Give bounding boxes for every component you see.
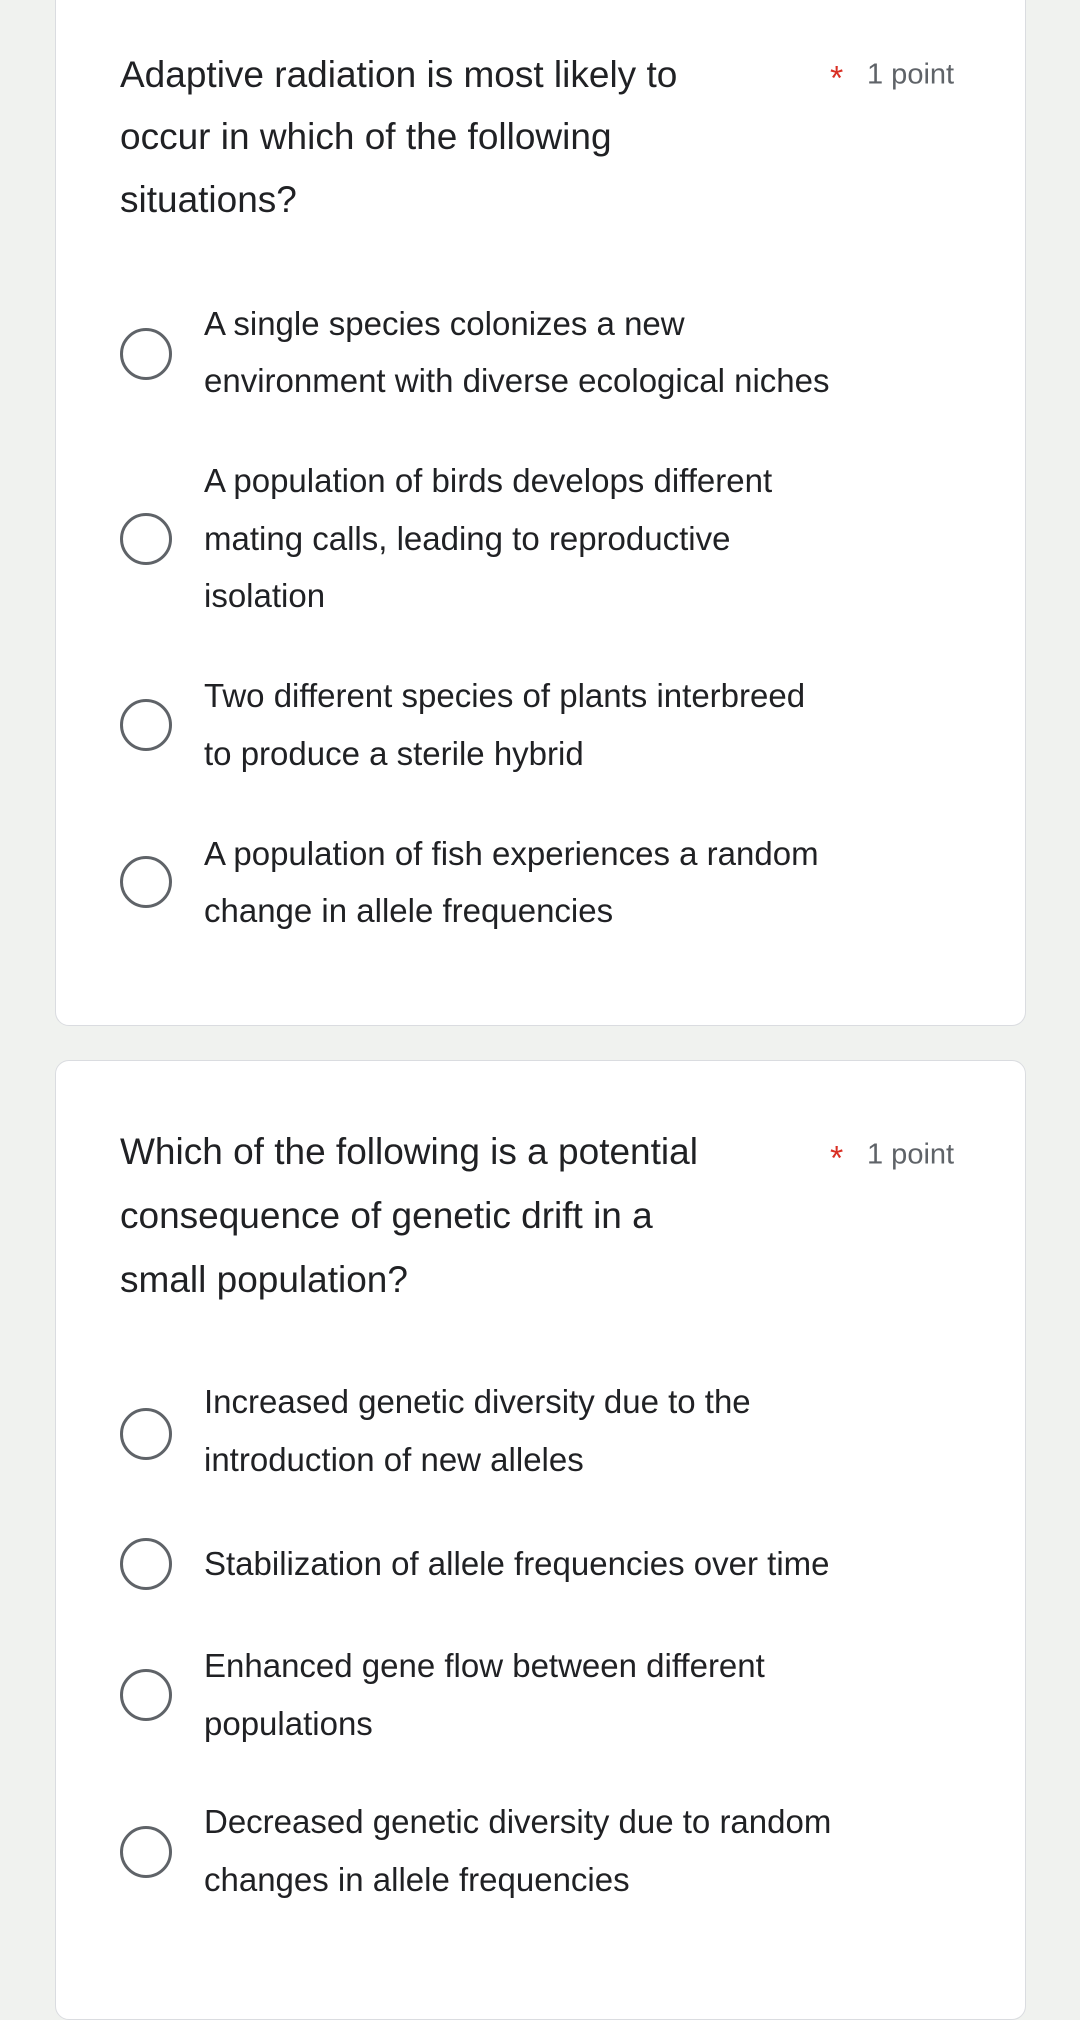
question-title-line: consequence of genetic drift in a — [120, 1195, 653, 1236]
option-label-line[interactable]: Decreased genetic diversity due to rando… — [204, 1803, 832, 1840]
radio-button-option-3[interactable] — [120, 699, 172, 751]
question-card-1 — [55, 0, 1026, 1026]
option-label-line[interactable]: Two different species of plants interbre… — [204, 677, 806, 714]
option-label-line[interactable]: A single species colonizes a new — [204, 305, 685, 342]
option-label-line[interactable]: Increased genetic diversity due to the — [204, 1383, 751, 1420]
option-label-line[interactable]: populations — [204, 1705, 373, 1742]
radio-button-option-4[interactable] — [120, 856, 172, 908]
option-label-line[interactable]: Enhanced gene flow between different — [204, 1647, 765, 1684]
required-asterisk: * — [830, 59, 844, 98]
radio-button-option-1[interactable] — [120, 328, 172, 380]
points-label: 1 point — [867, 1138, 955, 1171]
required-asterisk: * — [830, 1139, 844, 1178]
radio-button-option-1[interactable] — [120, 1408, 172, 1460]
option-label-line[interactable]: isolation — [204, 577, 326, 614]
points-label: 1 point — [867, 58, 955, 91]
question-title-line: situations? — [120, 179, 297, 220]
question-title-line: Which of the following is a potential — [120, 1131, 698, 1172]
radio-button-option-4[interactable] — [120, 1826, 172, 1878]
radio-button-option-2[interactable] — [120, 1538, 172, 1590]
option-label-line[interactable]: mating calls, leading to reproductive — [204, 520, 731, 557]
option-label-line[interactable]: changes in allele frequencies — [204, 1861, 630, 1898]
radio-button-option-3[interactable] — [120, 1669, 172, 1721]
option-label-line[interactable]: Stabilization of allele frequencies over… — [204, 1545, 830, 1582]
radio-button-option-2[interactable] — [120, 513, 172, 565]
option-label-line[interactable]: environment with diverse ecological nich… — [204, 362, 830, 399]
option-label-line[interactable]: to produce a sterile hybrid — [204, 735, 584, 772]
question-card-2 — [55, 1060, 1026, 2020]
option-label-line[interactable]: change in allele frequencies — [204, 892, 614, 929]
option-label-line[interactable]: introduction of new alleles — [204, 1441, 584, 1478]
question-title-line: small population? — [120, 1259, 408, 1300]
question-title-line: Adaptive radiation is most likely to — [120, 54, 678, 95]
question-title-line: occur in which of the following — [120, 116, 612, 157]
option-label-line[interactable]: A population of birds develops different — [204, 462, 773, 499]
option-label-line[interactable]: A population of fish experiences a rando… — [204, 835, 819, 872]
